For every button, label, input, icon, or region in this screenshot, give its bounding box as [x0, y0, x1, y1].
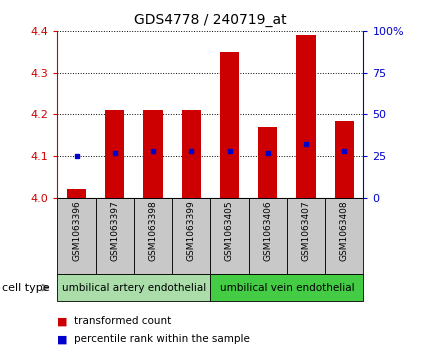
- Text: GSM1063399: GSM1063399: [187, 200, 196, 261]
- Bar: [287, 198, 325, 274]
- Text: ■: ■: [57, 316, 68, 326]
- Text: GSM1063396: GSM1063396: [72, 200, 81, 261]
- Text: percentile rank within the sample: percentile rank within the sample: [74, 334, 250, 344]
- Text: transformed count: transformed count: [74, 316, 172, 326]
- Text: GSM1063397: GSM1063397: [110, 200, 119, 261]
- Text: ■: ■: [57, 334, 68, 344]
- Bar: [335, 121, 354, 198]
- Bar: [143, 110, 162, 198]
- Bar: [210, 198, 249, 274]
- Bar: [134, 198, 172, 274]
- Text: GSM1063405: GSM1063405: [225, 200, 234, 261]
- Bar: [249, 198, 287, 274]
- Bar: [296, 35, 315, 198]
- Bar: [67, 189, 86, 198]
- Title: GDS4778 / 240719_at: GDS4778 / 240719_at: [134, 13, 287, 27]
- Bar: [96, 198, 134, 274]
- Text: cell type: cell type: [2, 283, 50, 293]
- Bar: [172, 198, 210, 274]
- Text: GSM1063398: GSM1063398: [148, 200, 158, 261]
- Bar: [57, 274, 210, 301]
- Text: umbilical vein endothelial: umbilical vein endothelial: [220, 283, 354, 293]
- Bar: [325, 198, 363, 274]
- Text: GSM1063407: GSM1063407: [301, 200, 311, 261]
- Text: GSM1063406: GSM1063406: [263, 200, 272, 261]
- Bar: [258, 127, 277, 198]
- Bar: [210, 274, 363, 301]
- Bar: [57, 198, 96, 274]
- Bar: [105, 110, 124, 198]
- Text: umbilical artery endothelial: umbilical artery endothelial: [62, 283, 206, 293]
- Bar: [181, 110, 201, 198]
- Bar: [220, 52, 239, 198]
- Text: GSM1063408: GSM1063408: [340, 200, 349, 261]
